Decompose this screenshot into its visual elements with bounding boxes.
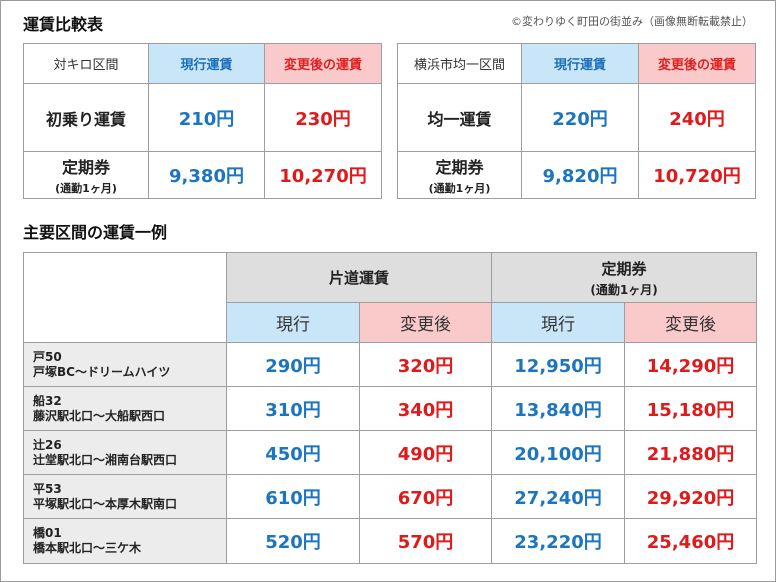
oneway-new-header: 変更後 <box>358 302 493 343</box>
pass-current-value: 23,220円 <box>491 518 626 564</box>
table-row: 橋01 橋本駅北口～三ケ木 520円 570円 23,220円 25,460円 <box>23 518 758 564</box>
new-fare-header: 変更後の運賃 <box>638 43 756 84</box>
page-title: 運賃比較表 <box>23 15 104 34</box>
oneway-new-value: 670円 <box>358 474 493 519</box>
pass-current-value: 20,100円 <box>491 430 626 475</box>
oneway-new-value: 570円 <box>358 518 493 564</box>
pass-new-value: 21,880円 <box>624 430 758 475</box>
comparison-table-distance: 対キロ区間 現行運賃 変更後の運賃 初乗り運賃 210円 230円 定期券 (通… <box>23 43 382 199</box>
oneway-current-header: 現行 <box>226 302 360 343</box>
row-label-flat-fare: 均一運賃 <box>397 83 522 152</box>
new-pass-value: 10,270円 <box>264 151 382 199</box>
pass-new-header: 変更後 <box>624 302 758 343</box>
oneway-current-value: 310円 <box>226 386 360 431</box>
row-label-commuter-pass: 定期券 (通勤1ヶ月) <box>397 151 522 199</box>
route-cell: 戸50 戸塚BC～ドリームハイツ <box>23 342 227 387</box>
new-pass-value: 10,720円 <box>638 151 756 199</box>
pass-new-value: 14,290円 <box>624 342 758 387</box>
oneway-fare-header: 片道運賃 <box>225 252 493 303</box>
comparison-table-flat-rate: 横浜市均一区間 現行運賃 変更後の運賃 均一運賃 220円 240円 定期券 (… <box>397 43 756 199</box>
row-label-commuter-pass: 定期券 (通勤1ヶ月) <box>23 151 149 199</box>
corner-cell <box>23 252 227 343</box>
current-fare-header: 現行運賃 <box>148 43 265 84</box>
current-pass-value: 9,380円 <box>148 151 265 199</box>
oneway-current-value: 450円 <box>226 430 360 475</box>
route-cell: 辻26 辻堂駅北口～湘南台駅西口 <box>23 430 227 475</box>
route-cell: 平53 平塚駅北口～本厚木駅南口 <box>23 474 227 519</box>
current-fare-value: 210円 <box>148 83 265 152</box>
table-row: 平53 平塚駅北口～本厚木駅南口 610円 670円 27,240円 29,92… <box>23 474 758 519</box>
oneway-current-value: 290円 <box>226 342 360 387</box>
oneway-current-value: 520円 <box>226 518 360 564</box>
current-fare-header: 現行運賃 <box>521 43 639 84</box>
current-pass-value: 9,820円 <box>521 151 639 199</box>
table-row: 戸50 戸塚BC～ドリームハイツ 290円 320円 12,950円 14,29… <box>23 342 758 387</box>
oneway-current-value: 610円 <box>226 474 360 519</box>
row-label-initial-fare: 初乗り運賃 <box>23 83 149 152</box>
pass-current-value: 12,950円 <box>491 342 626 387</box>
new-fare-header: 変更後の運賃 <box>264 43 382 84</box>
pass-current-value: 13,840円 <box>491 386 626 431</box>
new-fare-value: 240円 <box>638 83 756 152</box>
route-fare-examples-table: 片道運賃 定期券 (通勤1ヶ月) 現行 変更後 現行 変更後 戸50 戸塚BC～… <box>23 252 758 564</box>
table-row: 辻26 辻堂駅北口～湘南台駅西口 450円 490円 20,100円 21,88… <box>23 430 758 475</box>
section-label: 横浜市均一区間 <box>397 43 522 84</box>
route-cell: 船32 藤沢駅北口～大船駅西口 <box>23 386 227 431</box>
copyright-notice: ©変わりゆく町田の街並み（画像無断転載禁止） <box>511 15 753 28</box>
table-row: 船32 藤沢駅北口～大船駅西口 310円 340円 13,840円 15,180… <box>23 386 758 431</box>
pass-new-value: 25,460円 <box>624 518 758 564</box>
pass-current-value: 27,240円 <box>491 474 626 519</box>
oneway-new-value: 490円 <box>358 430 493 475</box>
commuter-pass-header: 定期券 (通勤1ヶ月) <box>491 252 758 303</box>
route-cell: 橋01 橋本駅北口～三ケ木 <box>23 518 227 564</box>
oneway-new-value: 320円 <box>358 342 493 387</box>
oneway-new-value: 340円 <box>358 386 493 431</box>
section-label: 対キロ区間 <box>23 43 149 84</box>
new-fare-value: 230円 <box>264 83 382 152</box>
pass-new-value: 29,920円 <box>624 474 758 519</box>
pass-new-value: 15,180円 <box>624 386 758 431</box>
examples-title: 主要区間の運賃一例 <box>23 223 168 242</box>
current-fare-value: 220円 <box>521 83 639 152</box>
pass-current-header: 現行 <box>491 302 626 343</box>
